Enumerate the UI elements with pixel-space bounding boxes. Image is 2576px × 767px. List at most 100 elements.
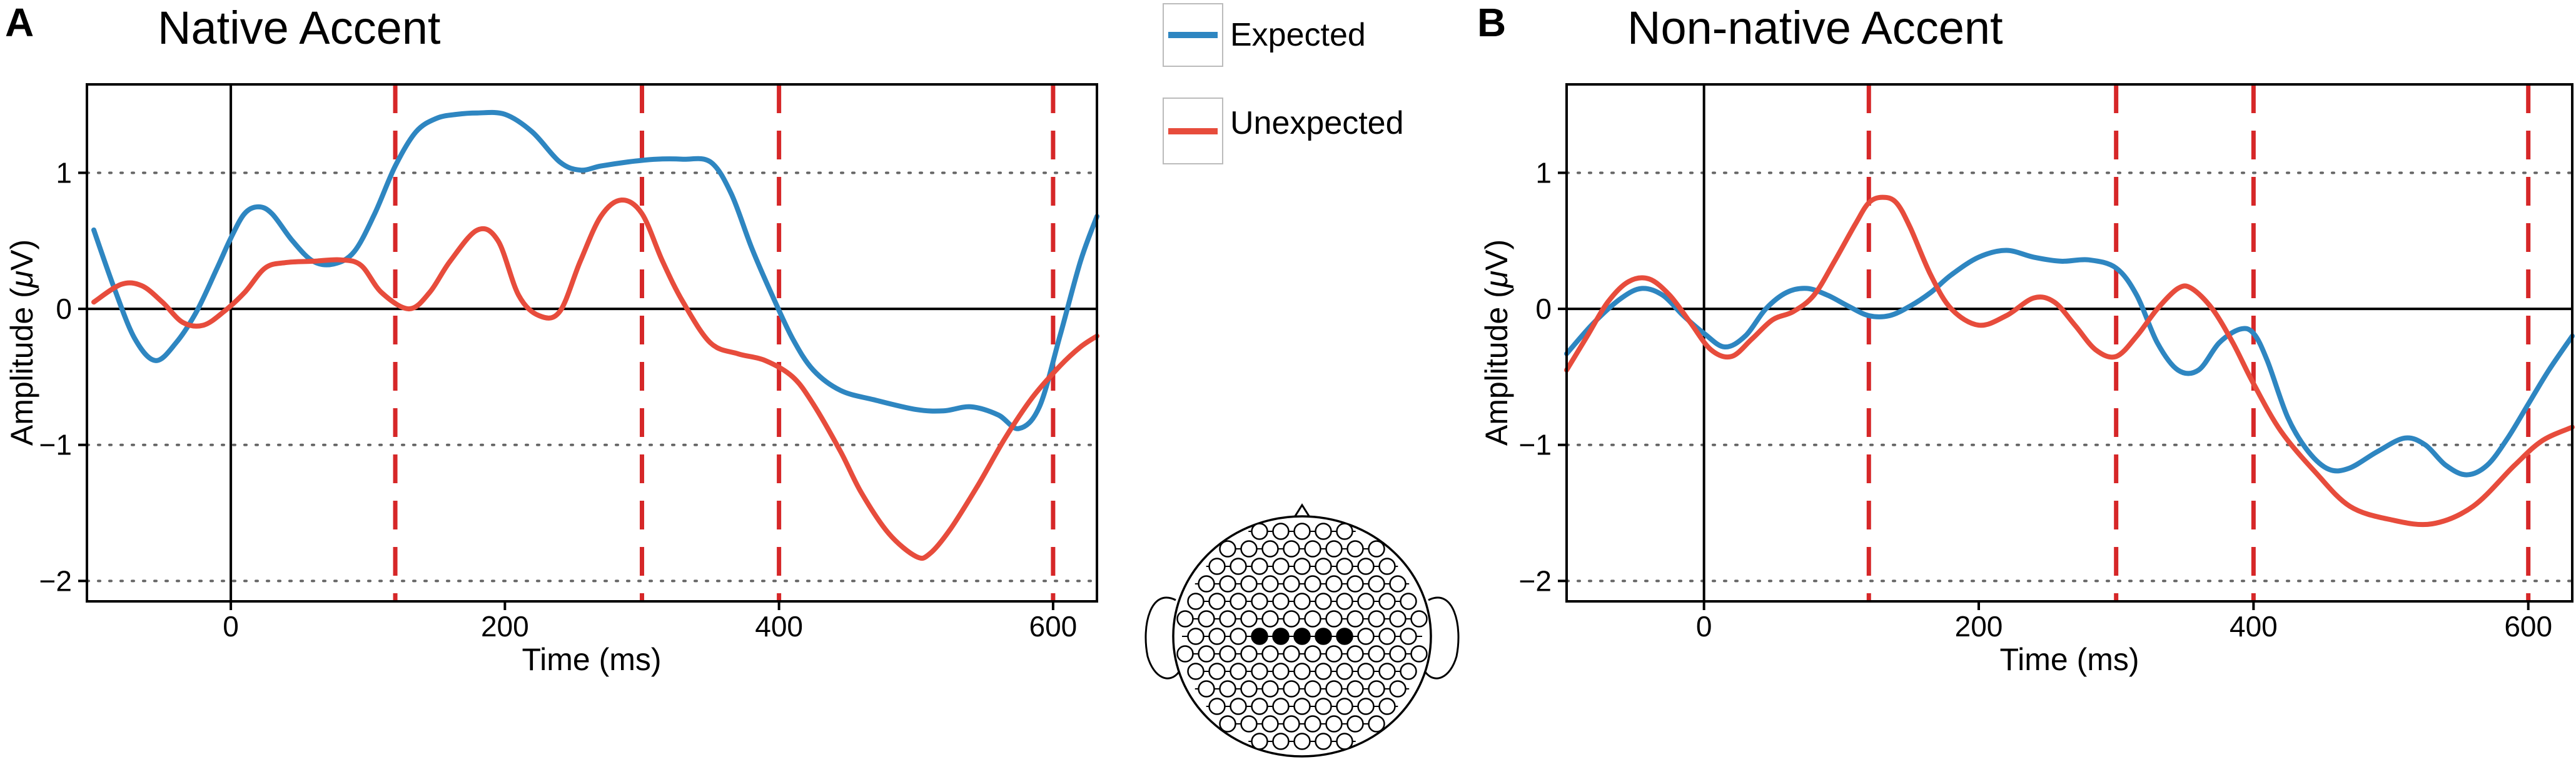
electrode-site — [1325, 680, 1343, 698]
panel-a-letter: A — [5, 0, 34, 45]
electrode-site — [1400, 628, 1417, 645]
panel-b-title: Non-native Accent — [1627, 2, 2003, 54]
panel-a-x-axis-title: Time (ms) — [522, 642, 661, 677]
panel-a-x-tick-label-200: 200 — [481, 610, 529, 643]
electrode-site — [1176, 610, 1194, 628]
electrode-site — [1261, 715, 1279, 733]
panel-b-y-tick-label-1: −1 — [1519, 429, 1552, 461]
panel-a-zero-lines — [87, 84, 1097, 601]
electrode-site — [1378, 558, 1396, 575]
electrode-site — [1272, 663, 1290, 680]
electrode-site — [1357, 698, 1375, 715]
electrode-site — [1368, 715, 1385, 733]
electrode-site — [1240, 610, 1258, 628]
electrode-site — [1315, 733, 1332, 750]
panel-b-y-tick-label-3: 1 — [1535, 156, 1552, 189]
right-ear-outline — [1424, 596, 1460, 679]
electrode-site — [1272, 593, 1290, 610]
panel-a-y-axis-title: Amplitude (μV) — [4, 239, 39, 446]
electrode-site — [1293, 558, 1311, 575]
electrode-site — [1336, 733, 1353, 750]
electrode-site — [1261, 540, 1279, 558]
electrode-site — [1325, 575, 1343, 593]
panel-a-window-markers — [393, 84, 1056, 601]
electrode-site — [1357, 663, 1375, 680]
panel-b-x-tick-label-200: 200 — [1955, 610, 2003, 643]
electrode-site — [1346, 540, 1364, 558]
electrode-site — [1315, 523, 1332, 540]
electrode-site — [1240, 575, 1258, 593]
electrode-site — [1176, 645, 1194, 663]
electrode-site — [1272, 733, 1290, 750]
panel-b-letter: B — [1477, 0, 1506, 45]
electrode-site — [1400, 593, 1417, 610]
electrode-site — [1315, 663, 1332, 680]
electrode-site — [1336, 698, 1353, 715]
panel-a-series-expected-line — [91, 109, 1099, 431]
electrode-site — [1293, 663, 1311, 680]
legend-label-unexpected: Unexpected — [1230, 105, 1404, 141]
panel-a-gridlines — [86, 171, 1098, 583]
electrode-site — [1251, 558, 1268, 575]
electrode-site — [1325, 540, 1343, 558]
electrode-site — [1346, 680, 1364, 698]
electrode-site-selected — [1293, 628, 1311, 645]
panel-b-gridlines — [1565, 171, 2573, 583]
electrode-site — [1198, 610, 1215, 628]
electrode-site — [1410, 645, 1428, 663]
electrode-site — [1261, 610, 1279, 628]
panel-a-title: Native Accent — [158, 2, 441, 54]
panel-a-x-tick-label-400: 400 — [755, 610, 803, 643]
panel-b-series — [1564, 194, 2575, 528]
electrode-site — [1389, 680, 1407, 698]
panel-b-x-tick-label-600: 600 — [2504, 610, 2552, 643]
electrode-site — [1240, 645, 1258, 663]
electrode-site — [1368, 575, 1385, 593]
panel-b-series-unexpected-line — [1564, 194, 2575, 528]
electrode-site — [1304, 610, 1321, 628]
panel-a-series — [91, 109, 1099, 561]
electrode-site — [1208, 593, 1226, 610]
electrode-site — [1336, 593, 1353, 610]
electrode-site-selected — [1315, 628, 1332, 645]
panel-a-x-tick-label-0: 0 — [223, 610, 239, 643]
electrode-site — [1283, 610, 1300, 628]
electrode-site — [1410, 610, 1428, 628]
electrode-site — [1251, 733, 1268, 750]
electrode-site — [1378, 593, 1396, 610]
electrode-site — [1272, 558, 1290, 575]
panel-a-y-tick-label-0: −2 — [39, 564, 72, 597]
electrode-site — [1368, 645, 1385, 663]
electrode-site — [1357, 558, 1375, 575]
electrode-site-selected — [1272, 628, 1290, 645]
panel-b-x-tick-label-400: 400 — [2230, 610, 2278, 643]
electrode-site — [1293, 733, 1311, 750]
electrode-site — [1357, 593, 1375, 610]
electrode-site — [1272, 698, 1290, 715]
electrode-site — [1346, 715, 1364, 733]
panel-a-plot-frame — [86, 83, 1098, 603]
electrode-site — [1219, 680, 1236, 698]
panel-a-y-tick-label-2: 0 — [56, 293, 72, 325]
electrode-site — [1325, 715, 1343, 733]
legend-label-expected: Expected — [1230, 17, 1366, 53]
electrode-site — [1230, 558, 1247, 575]
electrode-site — [1251, 593, 1268, 610]
electrode-site — [1400, 663, 1417, 680]
electrode-site — [1219, 575, 1236, 593]
electrode-site — [1389, 575, 1407, 593]
electrode-site — [1346, 645, 1364, 663]
panel-b-plot-frame — [1565, 83, 2573, 603]
electrode-site — [1378, 663, 1396, 680]
panel-a-x-tick-label-600: 600 — [1029, 610, 1078, 643]
electrode-site — [1261, 645, 1279, 663]
electrode-site — [1389, 610, 1407, 628]
panel-b-y-axis-title: Amplitude (μV) — [1479, 239, 1514, 446]
electrode-site — [1304, 645, 1321, 663]
electrode-site — [1283, 540, 1300, 558]
panel-a-series-unexpected-line — [91, 197, 1099, 561]
electrode-site — [1283, 575, 1300, 593]
electrode-site — [1346, 575, 1364, 593]
electrode-site — [1208, 558, 1226, 575]
electrode-site — [1283, 715, 1300, 733]
